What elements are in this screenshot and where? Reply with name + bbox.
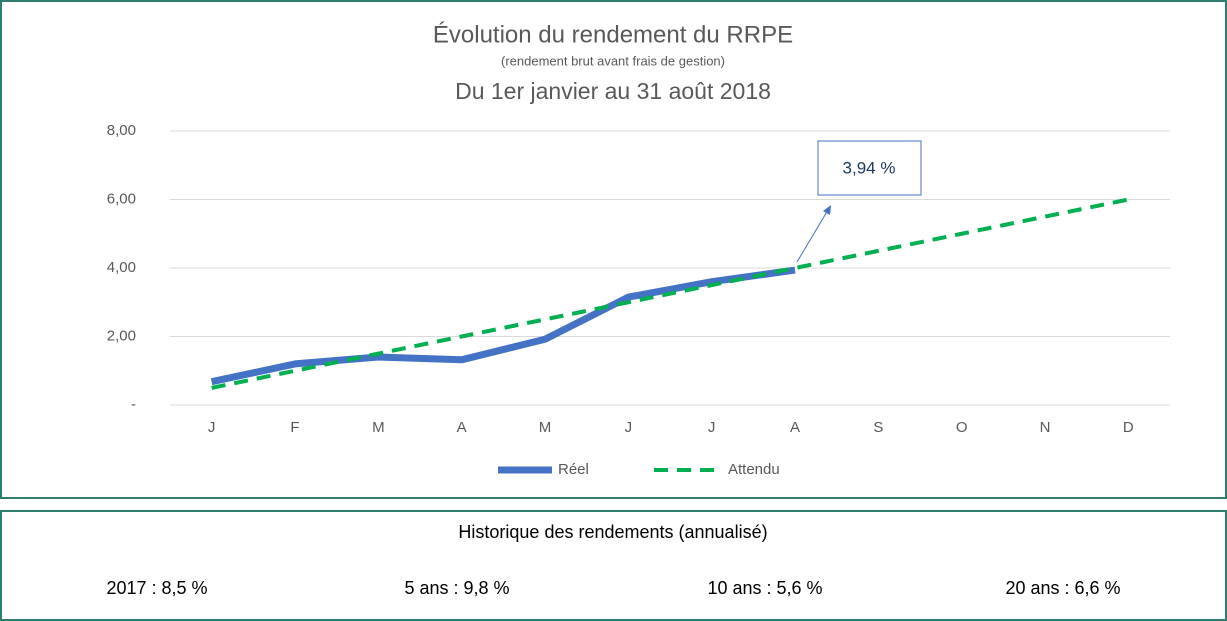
x-tick-label: J — [708, 419, 716, 436]
history-item: 20 ans : 6,6 % — [1005, 578, 1120, 598]
x-tick-label: O — [956, 419, 968, 436]
legend-label: Réel — [558, 461, 589, 478]
x-tick-label: A — [457, 419, 467, 436]
y-tick-label: - — [131, 396, 136, 413]
x-tick-label: M — [539, 419, 552, 436]
history-item: 10 ans : 5,6 % — [707, 578, 822, 598]
y-tick-label: 8,00 — [107, 122, 136, 139]
chart-title: Évolution du rendement du RRPE — [433, 21, 793, 48]
x-tick-label: D — [1123, 419, 1134, 436]
chart-subtitle: (rendement brut avant frais de gestion) — [501, 53, 725, 68]
history-title: Historique des rendements (annualisé) — [458, 522, 767, 542]
y-tick-label: 6,00 — [107, 190, 136, 207]
line-0 — [210, 266, 796, 386]
legend-label: Attendu — [728, 461, 780, 478]
annotation-box — [817, 140, 922, 196]
annotation-arrowhead — [823, 205, 831, 215]
chart-frame — [0, 0, 1227, 499]
x-tick-label: J — [208, 419, 216, 436]
x-tick-label: J — [625, 419, 633, 436]
x-tick-label: N — [1040, 419, 1051, 436]
annotation: 3,94 % — [843, 158, 896, 177]
history-item: 2017 : 8,5 % — [106, 578, 207, 598]
chart-period: Du 1er janvier au 31 août 2018 — [455, 78, 771, 104]
x-tick-label: F — [290, 419, 299, 436]
history-item: 5 ans : 9,8 % — [404, 578, 509, 598]
x-tick-label: S — [873, 419, 883, 436]
y-tick-label: 2,00 — [107, 327, 136, 344]
history-frame — [0, 510, 1227, 621]
y-tick-label: 4,00 — [107, 259, 136, 276]
line-1 — [211, 197, 1129, 390]
annotation-arrow — [796, 209, 829, 263]
x-tick-label: M — [372, 419, 385, 436]
x-tick-label: A — [790, 419, 800, 436]
